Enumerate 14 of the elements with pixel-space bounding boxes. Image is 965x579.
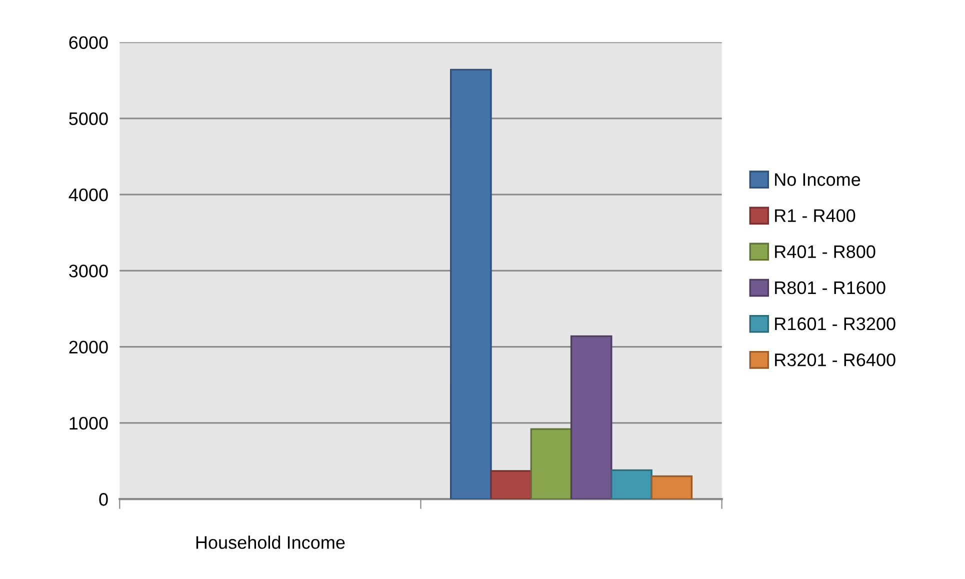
legend-label: R3201 - R6400 [775,354,896,366]
y-tick-label: 0 [99,493,108,506]
y-tick-label: 1000 [70,416,108,430]
legend-label: R801 - R1600 [775,281,886,294]
y-tick-label: 3000 [69,264,108,278]
legend-label: R1601 - R3200 [775,317,896,330]
y-tick-label: 2000 [69,340,108,354]
y-tick-label: 5000 [69,112,108,126]
y-tick-label: 6000 [69,36,108,49]
x-tick-label: Household Income [196,536,345,549]
legend-label: R401 - R800 [775,245,876,258]
y-tick-label: 4000 [68,188,108,202]
legend-label: No Income [775,173,860,186]
legend-label: R1 - R400 [775,209,856,222]
